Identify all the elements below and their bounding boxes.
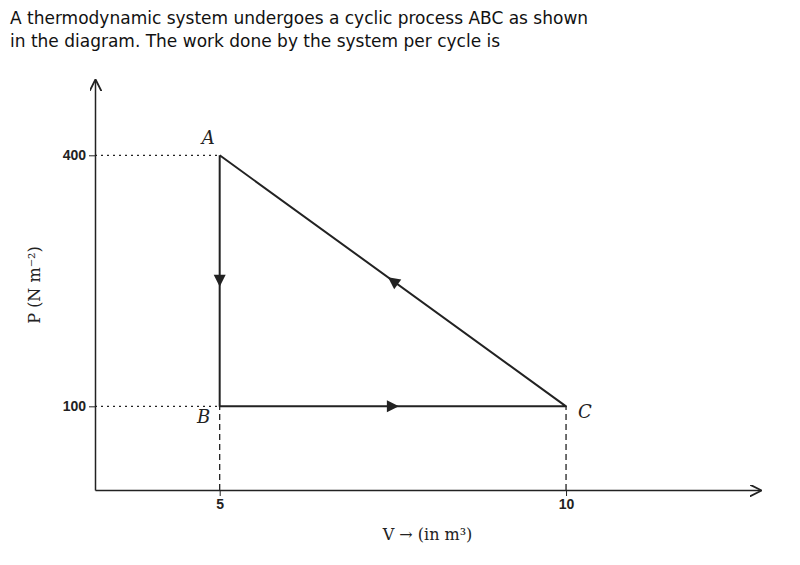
x-axis: 5 10	[96, 490, 761, 512]
y-axis-label: P (N m⁻²)	[25, 246, 44, 323]
y-axis: 100 400	[63, 81, 96, 491]
title: A thermodynamic system undergoes a cycli…	[10, 8, 588, 28]
x-tick: 10	[559, 490, 575, 512]
direction-arrow	[387, 400, 399, 412]
plot-area	[95, 155, 566, 490]
y-tick-mark	[89, 406, 95, 407]
y-tick-label: 400	[63, 147, 87, 163]
y-tick: 100	[63, 398, 95, 414]
x-tick: 5	[216, 490, 224, 512]
y-tick: 400	[63, 147, 95, 163]
x-tick-label: 5	[216, 496, 224, 512]
cycle-line	[220, 155, 566, 406]
direction-arrow	[384, 272, 401, 289]
direction-arrow	[214, 275, 226, 287]
y-tick-mark	[89, 155, 95, 156]
reference-line	[565, 406, 566, 490]
chart: A thermodynamic system undergoes a cycli…	[0, 0, 800, 565]
x-axis-line	[96, 490, 761, 492]
reference-line	[95, 155, 220, 156]
y-axis-line	[95, 81, 97, 491]
point-label: A	[200, 127, 215, 148]
y-tick-label: 100	[63, 398, 87, 414]
reference-line	[219, 406, 220, 490]
point-label: C	[578, 401, 592, 422]
point-label: B	[196, 406, 210, 427]
subtitle: in the diagram. The work done by the sys…	[10, 31, 500, 51]
x-tick-label: 10	[559, 496, 575, 512]
x-axis-label: V → (in m³)	[382, 525, 473, 544]
